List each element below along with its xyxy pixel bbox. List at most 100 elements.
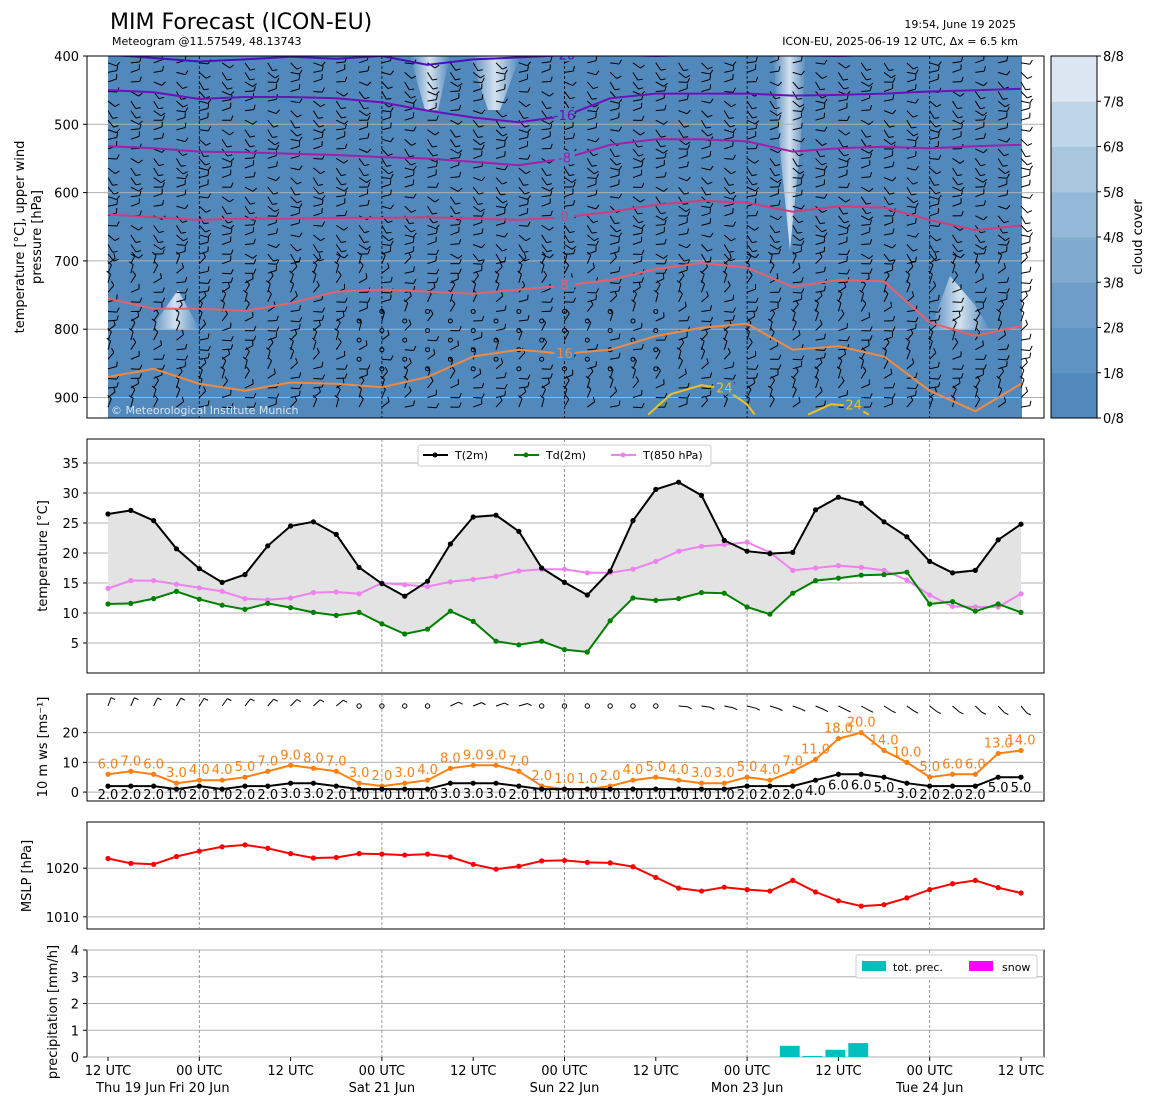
wind-barb-flag	[409, 155, 415, 158]
wind-barb	[564, 126, 574, 131]
wind-barb-flag	[184, 355, 189, 361]
isotherm-label: -16	[554, 109, 575, 124]
mslp-point	[424, 851, 431, 857]
wind-barb-flag	[321, 132, 324, 138]
wind-barb-flag	[957, 249, 963, 253]
wind-barb-flag	[475, 271, 479, 276]
wind-barb-flag	[767, 385, 773, 390]
wind-barb-flag	[912, 181, 918, 185]
wind-barb	[244, 129, 251, 138]
wind-barb	[107, 203, 117, 207]
wind-barb	[723, 100, 732, 108]
wind-barb	[404, 323, 412, 331]
wind-barb-flag	[961, 76, 964, 82]
wind-barb-flag	[937, 294, 940, 300]
wind-barb	[176, 234, 184, 242]
wind-barb-flag	[432, 78, 438, 81]
wind-barb	[746, 135, 756, 140]
wind-barb	[929, 285, 937, 293]
wind-barb-flag	[184, 288, 189, 294]
wind-barb-flag	[207, 400, 210, 406]
wind-barb	[290, 138, 300, 142]
wind-barb-flag	[641, 277, 644, 283]
wind-barb	[153, 70, 163, 73]
wind-barb-flag	[527, 381, 530, 388]
mean-wind-data-label: 1.0	[166, 788, 187, 803]
wind-barb	[906, 283, 911, 293]
wind-barb-flag	[983, 114, 987, 121]
wind-barb	[883, 155, 893, 159]
wind-barb-flag	[249, 78, 255, 81]
t2m-point	[607, 568, 613, 574]
ytick-label: 2	[71, 998, 79, 1013]
wind-barb	[564, 398, 570, 408]
wind-barb-flag	[207, 286, 210, 292]
wind-barb-flag	[618, 237, 620, 243]
wind-barb	[404, 100, 414, 104]
wind-barb	[153, 321, 157, 331]
wind-barb	[837, 369, 842, 379]
wind-barb	[198, 158, 206, 166]
wind-barb	[1020, 379, 1025, 389]
wind-barb-flag	[157, 697, 162, 701]
legend-label-t850: T(850 hPa)	[642, 449, 703, 462]
wind-barb	[312, 398, 318, 408]
wind-barb-flag	[928, 394, 934, 400]
mean-wind-data-label: 5.0	[874, 781, 895, 796]
wind-barb	[495, 145, 505, 150]
gust-point	[447, 765, 453, 771]
wind-barb	[860, 293, 865, 303]
wind-barb-flag	[616, 162, 622, 166]
wind-barb	[450, 224, 460, 226]
wind-barb	[998, 298, 1007, 303]
wind-barb	[998, 60, 1008, 64]
wind-barb	[952, 301, 962, 303]
wind-barb	[701, 362, 709, 370]
wind-barb	[381, 177, 391, 180]
wind-barb-flag	[958, 378, 961, 384]
wind-barb-flag	[663, 82, 668, 87]
wind-barb	[632, 241, 642, 245]
wind-barb	[222, 99, 232, 102]
wind-barb-flag	[504, 69, 508, 75]
wind-barb	[929, 100, 937, 108]
wind-barb	[746, 342, 753, 350]
wind-barb	[495, 212, 505, 217]
wind-barb-flag	[837, 356, 843, 361]
calm-wind-circle	[562, 366, 567, 372]
wind-barb	[290, 145, 300, 150]
wind-barb	[107, 273, 112, 283]
mean-wind-point	[493, 780, 499, 786]
wind-barb	[769, 321, 773, 331]
colorbar-tick-label: 0/8	[1103, 412, 1124, 427]
gust-point	[744, 774, 750, 780]
calm-wind-circle	[447, 356, 453, 362]
wind-barb	[107, 234, 116, 241]
wind-barb	[450, 90, 460, 93]
wind-barb-flag	[753, 378, 756, 384]
legend-marker-t850	[620, 452, 626, 458]
wind-barb-flag	[982, 273, 984, 279]
wind-barb-flag	[732, 221, 736, 227]
wind-barb-flag	[412, 170, 415, 176]
wind-barb	[746, 705, 756, 709]
wind-barb-flag	[915, 151, 917, 157]
wind-barb-flag	[116, 195, 121, 200]
wind-barb	[358, 380, 365, 389]
legend-box	[417, 444, 712, 467]
xtick-label: 12 UTC	[633, 1064, 679, 1079]
wind-barb	[473, 397, 483, 399]
wind-barb-flag	[595, 204, 600, 210]
wind-barb-flag	[732, 87, 736, 93]
wind-barb-flag	[823, 232, 828, 238]
wind-barb	[518, 129, 528, 134]
wind-barb	[495, 340, 500, 350]
wind-barb-flag	[253, 335, 257, 341]
wind-barb	[838, 241, 848, 245]
wind-barb-flag	[499, 261, 503, 267]
wind-barb	[541, 91, 550, 97]
wind-barb-flag	[618, 400, 621, 406]
gust-data-label: 5.0	[235, 760, 256, 775]
wind-barb	[564, 204, 574, 207]
wind-barb	[769, 331, 775, 341]
